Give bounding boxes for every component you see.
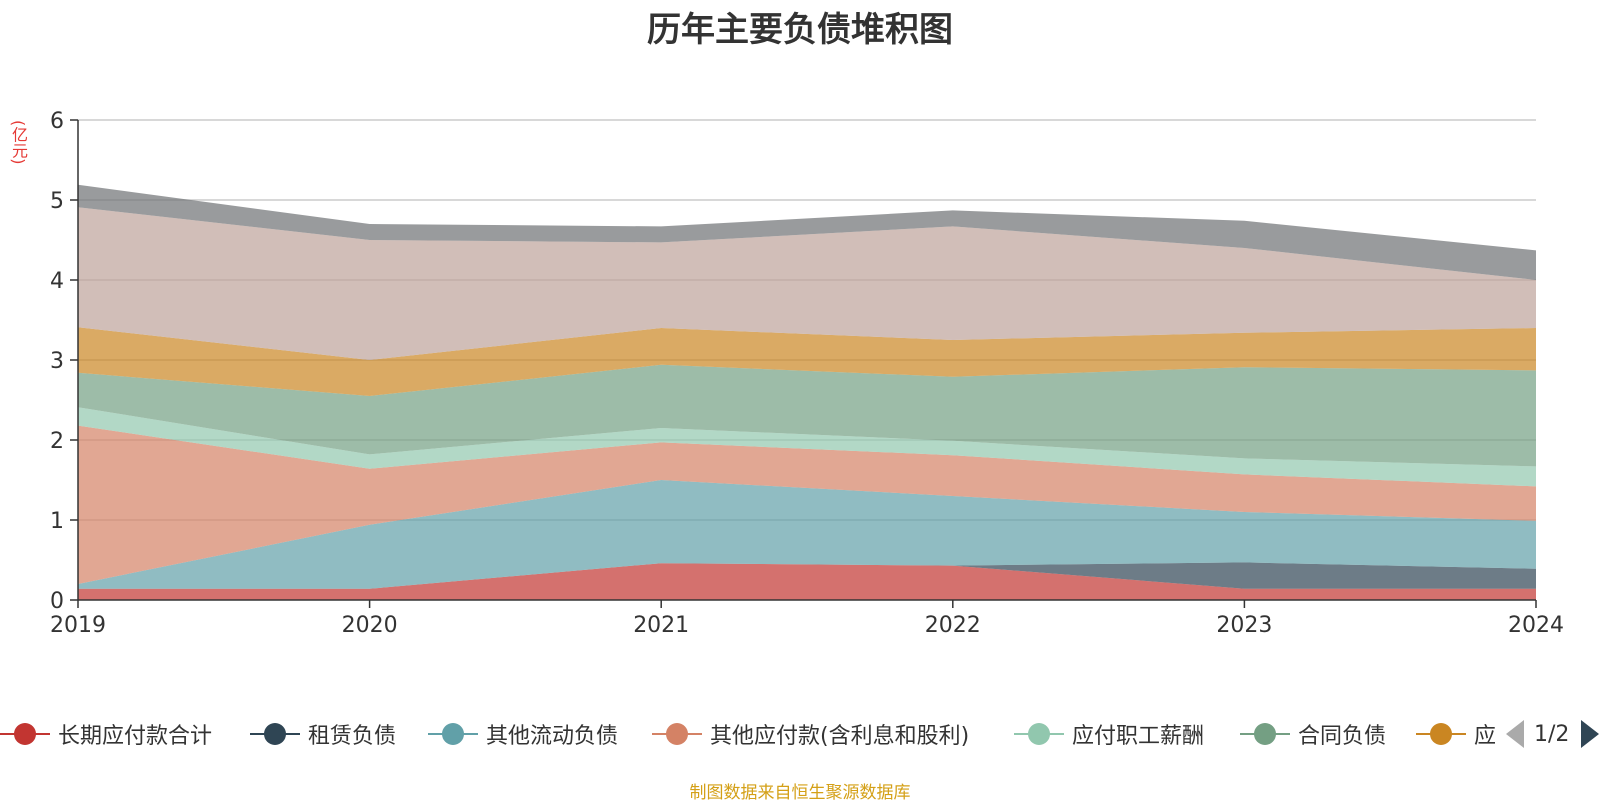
legend-label: 应付职工薪酬 bbox=[1072, 724, 1205, 749]
legend-marker-icon bbox=[652, 721, 702, 747]
x-tick-label: 2022 bbox=[925, 613, 981, 638]
legend-label: 应 bbox=[1474, 724, 1497, 749]
y-tick-label: 4 bbox=[50, 269, 64, 294]
stacked-area-chart: 0 1 2 3 4 5 6 2019 2020 2021 2022 2023 2024 bbox=[50, 109, 1564, 638]
legend-next-page-icon[interactable] bbox=[1581, 720, 1600, 748]
x-tick-label: 2023 bbox=[1216, 613, 1272, 638]
legend-pager: 1/2 bbox=[1500, 712, 1600, 756]
legend-item[interactable]: 合同负债 bbox=[1240, 712, 1386, 756]
x-tick-label: 2019 bbox=[50, 613, 106, 638]
area-series-2 bbox=[78, 562, 1536, 589]
legend-label: 长期应付款合计 bbox=[58, 724, 213, 749]
data-source-note: 制图数据来自恒生聚源数据库 bbox=[689, 783, 911, 803]
x-tick-label: 2021 bbox=[633, 613, 689, 638]
legend-item[interactable]: 其他应付款(含利息和股利) bbox=[652, 712, 969, 756]
y-tick-label: 6 bbox=[50, 109, 64, 134]
area-series-8 bbox=[78, 207, 1536, 360]
y-axis-unit-label: (亿元) bbox=[9, 120, 28, 165]
legend-marker-icon bbox=[1014, 721, 1064, 747]
legend-marker-icon bbox=[250, 721, 300, 747]
legend-marker-icon bbox=[0, 721, 50, 747]
y-tick-label: 3 bbox=[50, 349, 64, 374]
y-tick-label: 0 bbox=[50, 589, 64, 614]
legend-marker-icon bbox=[1240, 721, 1290, 747]
area-series-5 bbox=[78, 407, 1536, 487]
area-series-7 bbox=[78, 327, 1536, 396]
x-tick-label: 2024 bbox=[1508, 613, 1564, 638]
legend-item[interactable]: 其他流动负债 bbox=[428, 712, 618, 756]
legend-label: 合同负债 bbox=[1298, 724, 1387, 749]
legend-item[interactable]: 应付职工薪酬 bbox=[1014, 712, 1204, 756]
legend-label: 租赁负债 bbox=[308, 724, 397, 749]
legend-label: 其他流动负债 bbox=[486, 724, 619, 749]
legend-item[interactable]: 租赁负债 bbox=[250, 712, 396, 756]
tick-labels: 0 1 2 3 4 5 6 2019 2020 2021 2022 2023 2024 bbox=[50, 109, 1564, 638]
y-tick-label: 2 bbox=[50, 429, 64, 454]
legend-label: 其他应付款(含利息和股利) bbox=[710, 724, 970, 749]
y-tick-label: 5 bbox=[50, 189, 64, 214]
y-tick-label: 1 bbox=[50, 509, 64, 534]
legend-marker-icon bbox=[428, 721, 478, 747]
area-series bbox=[78, 184, 1536, 600]
legend: 长期应付款合计 租赁负债 其他流动负债 其他应付款(含利息和股利) 应付职工薪酬 合同负债… bbox=[0, 712, 1600, 756]
area-series-6 bbox=[78, 364, 1536, 467]
axes bbox=[70, 119, 1537, 608]
area-series-4 bbox=[78, 425, 1536, 584]
legend-prev-page-icon[interactable] bbox=[1506, 720, 1524, 748]
legend-page-indicator: 1/2 bbox=[1534, 721, 1570, 747]
area-series-1 bbox=[78, 563, 1536, 600]
legend-item[interactable]: 应 bbox=[1416, 712, 1496, 756]
legend-marker-icon bbox=[1416, 721, 1466, 747]
area-series-9 bbox=[78, 184, 1536, 280]
x-tick-label: 2020 bbox=[342, 613, 398, 638]
chart-title: 历年主要负债堆积图 bbox=[647, 10, 953, 50]
area-series-3 bbox=[78, 480, 1536, 589]
legend-item[interactable]: 长期应付款合计 bbox=[0, 712, 212, 756]
